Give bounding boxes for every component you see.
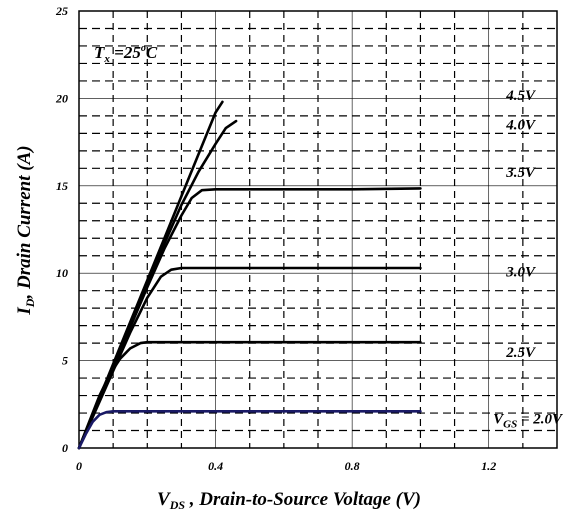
series-labels: 4.5V 4.0V 3.5V 3.0V 2.5V VGS = 2.0V <box>493 88 564 430</box>
series-label: 2.5V <box>505 345 537 361</box>
y-tick-label: 10 <box>56 266 68 280</box>
x-tick-label: 1.2 <box>481 459 496 473</box>
series-line <box>77 340 422 450</box>
series-label: VGS = 2.0V <box>493 411 564 430</box>
series-label: 4.0V <box>505 118 537 134</box>
y-tick-label: 15 <box>56 179 68 193</box>
series-label: 3.0V <box>505 264 537 280</box>
y-tick-label: 20 <box>55 91 68 105</box>
series-line <box>77 119 238 450</box>
series-line <box>77 266 422 450</box>
y-axis-title: ID, Drain Current (A) <box>14 145 37 315</box>
y-tick-label: 5 <box>62 354 68 368</box>
y-tick-label: 25 <box>55 4 68 18</box>
x-tick-label: 0.4 <box>208 459 223 473</box>
temperature-annotation: Tx =25oC <box>94 43 158 65</box>
tick-labels: 0 5 10 15 20 25 0 0.4 0.8 1.2 <box>55 4 496 473</box>
series-label: 4.5V <box>505 88 537 104</box>
series-lines <box>77 100 422 450</box>
y-tick-label: 0 <box>62 441 68 455</box>
series-label: 3.5V <box>505 165 537 181</box>
plot-frame <box>78 10 558 449</box>
series-line <box>77 409 422 450</box>
x-tick-label: 0 <box>76 459 82 473</box>
x-axis-title: VDS , Drain-to-Source Voltage (V) <box>157 489 421 512</box>
x-tick-label: 0.8 <box>345 459 360 473</box>
grid <box>79 11 557 448</box>
